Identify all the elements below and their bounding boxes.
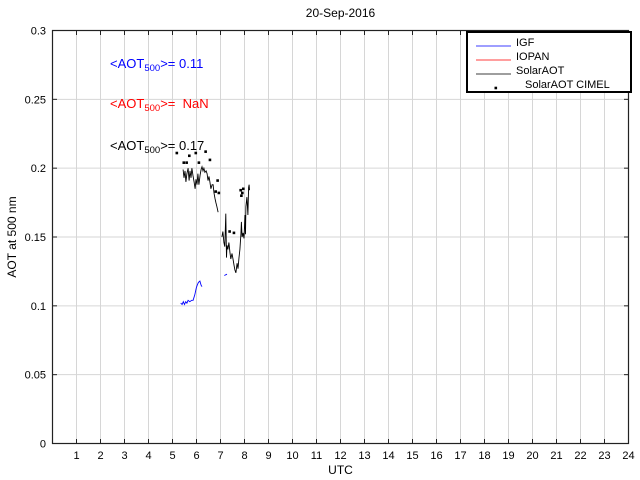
legend-item-iopan: IOPAN xyxy=(468,50,630,64)
legend-item-igf: IGF xyxy=(468,36,630,50)
x-tick-label: 1 xyxy=(73,450,79,462)
mean-aot-annotation-solaraot: <AOT500>= 0.17 xyxy=(110,138,204,156)
x-tick-label: 24 xyxy=(622,450,634,462)
y-axis-label: AOT at 500 nm xyxy=(5,196,19,278)
legend-line-igf xyxy=(475,38,512,48)
x-tick-label: 10 xyxy=(286,450,298,462)
x-tick-label: 22 xyxy=(574,450,586,462)
legend-label: IGF xyxy=(516,37,535,49)
x-tick-label: 19 xyxy=(502,450,514,462)
y-tick-label: 0.1 xyxy=(31,301,46,313)
x-tick-label: 4 xyxy=(145,450,151,462)
legend-item-solaraot-cimel: SolarAOT CIMEL xyxy=(468,78,630,92)
annotation-value: >= NaN xyxy=(160,96,209,111)
annotation-prefix: <AOT xyxy=(110,96,145,111)
y-tick-label: 0.25 xyxy=(25,94,46,106)
legend-label: SolarAOT CIMEL xyxy=(525,79,610,91)
x-tick-label: 5 xyxy=(169,450,175,462)
annotation-subscript: 500 xyxy=(144,102,161,114)
y-tick-labels: 0 0.05 0.1 0.15 0.2 0.25 0.3 xyxy=(25,26,46,451)
x-tick-label: 15 xyxy=(406,450,418,462)
legend-item-solaraot: SolarAOT xyxy=(468,64,630,78)
annotation-value: >= 0.11 xyxy=(160,56,204,71)
mean-aot-annotation-iopan: <AOT500>= NaN xyxy=(110,96,209,114)
x-tick-label: 20 xyxy=(526,450,538,462)
x-axis-label: UTC xyxy=(328,463,353,477)
x-tick-label: 11 xyxy=(311,450,322,462)
x-tick-label: 2 xyxy=(97,450,103,462)
grid-lines xyxy=(52,30,629,444)
x-tick-label: 6 xyxy=(193,450,199,462)
annotation-subscript: 500 xyxy=(144,62,161,74)
x-tick-label: 8 xyxy=(241,450,247,462)
legend-label: IOPAN xyxy=(516,51,550,63)
legend-box: IGF IOPAN SolarAOT SolarAOT CIMEL xyxy=(466,31,632,93)
y-tick-label: 0.3 xyxy=(31,26,46,38)
x-tick-label: 23 xyxy=(598,450,610,462)
y-tick-label: 0.05 xyxy=(25,370,46,382)
legend-dot-marker xyxy=(475,80,512,90)
mean-aot-annotation-igf: <AOT500>= 0.11 xyxy=(110,56,203,74)
annotation-subscript: 500 xyxy=(144,144,161,156)
x-tick-label: 16 xyxy=(430,450,442,462)
x-tick-label: 14 xyxy=(382,450,394,462)
x-tick-label: 7 xyxy=(217,450,223,462)
annotation-value: >= 0.17 xyxy=(160,138,205,153)
y-tick-label: 0.2 xyxy=(31,163,46,175)
legend-line-iopan xyxy=(475,52,512,62)
series-solaraot-cimel xyxy=(175,150,245,235)
x-tick-label: 9 xyxy=(265,450,271,462)
x-tick-label: 17 xyxy=(454,450,466,462)
annotation-prefix: <AOT xyxy=(110,56,145,71)
y-tick-label: 0.15 xyxy=(25,232,46,244)
x-tick-labels: 1 2 3 4 5 6 7 8 9 10 11 12 13 14 15 16 17 18 19 20 21 22 23 24 xyxy=(73,450,634,462)
annotation-prefix: <AOT xyxy=(110,138,145,153)
y-tick-label: 0 xyxy=(40,439,46,451)
x-tick-label: 13 xyxy=(358,450,370,462)
chart-title: 20-Sep-2016 xyxy=(305,6,376,20)
x-tick-label: 18 xyxy=(478,450,490,462)
x-tick-label: 3 xyxy=(121,450,127,462)
series-igf xyxy=(180,273,228,306)
legend-label: SolarAOT xyxy=(516,65,565,77)
series-solaraot xyxy=(182,165,250,273)
x-tick-label: 21 xyxy=(550,450,562,462)
legend-line-solaraot xyxy=(475,66,512,76)
x-tick-label: 12 xyxy=(334,450,346,462)
